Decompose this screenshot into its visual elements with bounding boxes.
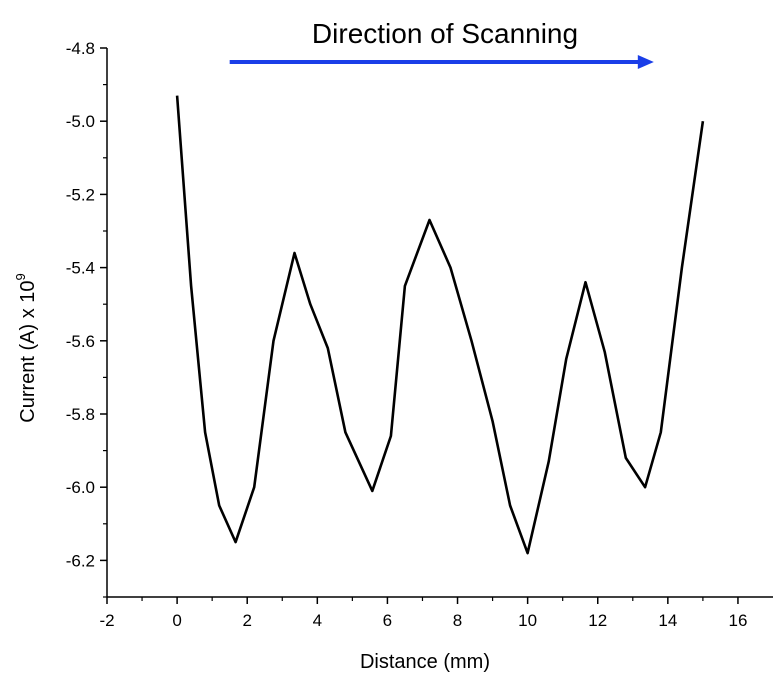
x-tick-label: 0: [172, 611, 181, 630]
x-tick-label: 12: [588, 611, 607, 630]
y-tick-label: -5.4: [66, 259, 95, 278]
y-tick-label: -6.2: [66, 551, 95, 570]
x-tick-label: 2: [242, 611, 251, 630]
x-tick-label: 16: [728, 611, 747, 630]
x-tick-label: 14: [658, 611, 677, 630]
x-ticks: -2 0 2 4 6 8 10 12 14 16: [99, 597, 747, 630]
y-axis-title-base: Current (A) x 10: [17, 280, 39, 422]
x-tick-label: 8: [453, 611, 462, 630]
x-axis-title: Distance (mm): [360, 651, 490, 673]
axes: [106, 48, 773, 598]
scan-direction-annotation: Direction of Scanning: [229, 18, 654, 69]
y-tick-label: -5.0: [66, 112, 95, 131]
y-tick-label: -4.8: [66, 39, 95, 58]
x-tick-label: 4: [313, 611, 322, 630]
scan-direction-label: Direction of Scanning: [312, 18, 578, 49]
y-ticks: -4.8 -5.0 -5.2 -5.4 -5.6 -5.8 -6.0 -6.2: [66, 39, 107, 598]
arrow-head-icon: [637, 55, 654, 69]
x-tick-label: -2: [99, 611, 114, 630]
x-tick-label: 10: [518, 611, 537, 630]
series-line: [175, 95, 705, 555]
x-tick-label: 6: [383, 611, 392, 630]
y-tick-label: -6.0: [66, 478, 95, 497]
y-tick-label: -5.6: [66, 332, 95, 351]
y-tick-label: -5.8: [66, 405, 95, 424]
y-tick-label: -5.2: [66, 185, 95, 204]
y-axis-title-exponent: 9: [13, 273, 28, 280]
y-axis-title: Current (A) x 109: [13, 273, 39, 423]
